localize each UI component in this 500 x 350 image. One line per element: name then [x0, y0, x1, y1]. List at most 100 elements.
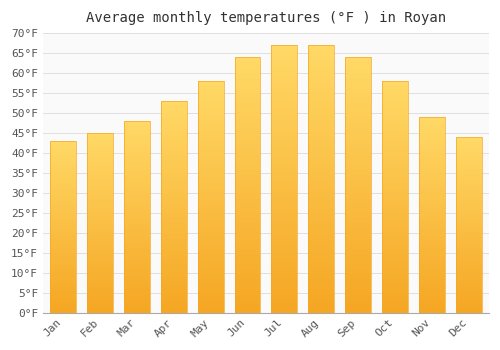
Bar [87, 241, 113, 243]
Bar [124, 136, 150, 138]
Bar [198, 241, 224, 243]
Bar [456, 214, 481, 216]
Bar [87, 144, 113, 146]
Bar [272, 50, 297, 53]
Bar [345, 80, 371, 83]
Bar [124, 186, 150, 188]
Bar [419, 258, 444, 260]
Bar [345, 297, 371, 300]
Bar [87, 244, 113, 246]
Bar [50, 168, 76, 170]
Bar [50, 258, 76, 259]
Bar [234, 172, 260, 175]
Bar [345, 111, 371, 113]
Bar [419, 180, 444, 182]
Bar [272, 158, 297, 160]
Bar [87, 133, 113, 135]
Bar [456, 142, 481, 144]
Bar [456, 172, 481, 174]
Bar [50, 276, 76, 278]
Bar [124, 253, 150, 255]
Bar [198, 148, 224, 150]
Bar [345, 57, 371, 313]
Bar [308, 243, 334, 246]
Bar [50, 309, 76, 311]
Bar [456, 163, 481, 165]
Bar [234, 210, 260, 213]
Bar [161, 304, 186, 306]
Bar [308, 48, 334, 50]
Bar [272, 93, 297, 96]
Bar [50, 299, 76, 301]
Bar [87, 243, 113, 244]
Bar [308, 163, 334, 166]
Bar [308, 115, 334, 117]
Bar [87, 257, 113, 259]
Bar [345, 254, 371, 257]
Bar [345, 305, 371, 308]
Bar [50, 223, 76, 225]
Bar [419, 272, 444, 273]
Bar [272, 147, 297, 149]
Bar [50, 275, 76, 276]
Bar [308, 187, 334, 190]
Bar [50, 308, 76, 309]
Bar [345, 68, 371, 70]
Bar [272, 107, 297, 110]
Bar [124, 154, 150, 155]
Bar [419, 307, 444, 309]
Bar [50, 287, 76, 289]
Bar [161, 264, 186, 266]
Bar [456, 211, 481, 212]
Bar [382, 241, 408, 243]
Bar [87, 174, 113, 176]
Bar [87, 167, 113, 169]
Bar [419, 246, 444, 248]
Bar [234, 295, 260, 297]
Bar [382, 172, 408, 174]
Bar [234, 236, 260, 239]
Bar [50, 181, 76, 182]
Bar [234, 57, 260, 60]
Bar [382, 301, 408, 303]
Bar [419, 205, 444, 207]
Bar [419, 291, 444, 293]
Bar [87, 151, 113, 153]
Bar [456, 260, 481, 262]
Bar [161, 146, 186, 148]
Bar [198, 294, 224, 296]
Bar [50, 278, 76, 280]
Bar [198, 120, 224, 123]
Bar [345, 272, 371, 274]
Bar [272, 72, 297, 75]
Bar [345, 282, 371, 285]
Bar [456, 297, 481, 299]
Bar [124, 133, 150, 134]
Bar [87, 230, 113, 232]
Bar [419, 223, 444, 225]
Bar [198, 153, 224, 155]
Bar [382, 271, 408, 273]
Bar [234, 103, 260, 106]
Bar [161, 118, 186, 120]
Bar [345, 121, 371, 124]
Bar [198, 280, 224, 282]
Bar [198, 144, 224, 146]
Bar [456, 153, 481, 155]
Bar [50, 280, 76, 282]
Bar [161, 237, 186, 239]
Bar [345, 198, 371, 200]
Bar [419, 289, 444, 291]
Bar [456, 198, 481, 200]
Bar [456, 288, 481, 290]
Bar [50, 292, 76, 294]
Bar [198, 273, 224, 275]
Bar [456, 156, 481, 158]
Bar [345, 65, 371, 68]
Bar [456, 148, 481, 149]
Bar [272, 208, 297, 211]
Bar [456, 149, 481, 151]
Bar [50, 256, 76, 258]
Bar [161, 276, 186, 279]
Bar [234, 78, 260, 80]
